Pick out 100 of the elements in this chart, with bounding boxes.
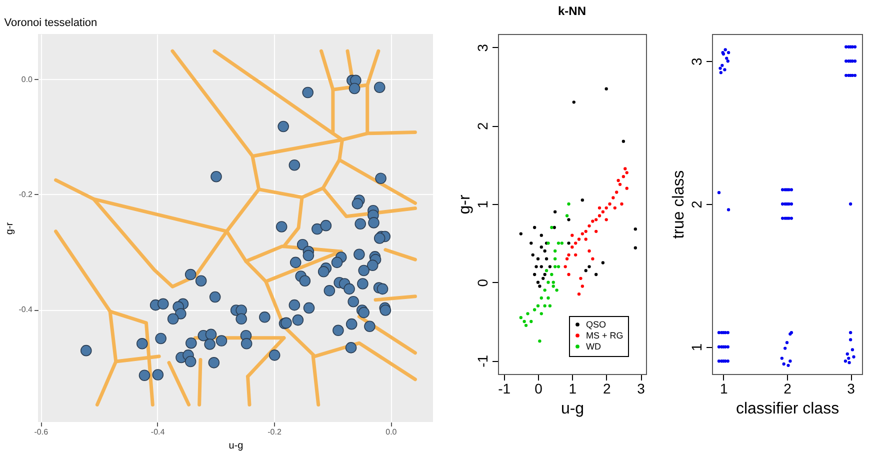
point — [604, 87, 608, 90]
point — [618, 182, 622, 186]
point — [546, 296, 550, 300]
point — [536, 280, 540, 284]
point — [577, 292, 581, 296]
point — [548, 304, 552, 308]
point — [634, 227, 637, 231]
point — [519, 316, 522, 320]
point — [608, 202, 612, 206]
y-tick-label: 0.0 — [21, 74, 34, 84]
point — [554, 257, 557, 260]
y-axis-title: g-r — [4, 222, 16, 235]
point — [567, 272, 570, 276]
x-tick-label: -0.4 — [150, 428, 166, 436]
x-tick-label: 0.0 — [386, 428, 398, 436]
legend-label: MS + RG — [586, 330, 624, 340]
point — [524, 324, 528, 328]
point — [543, 304, 546, 308]
y-axis-title: g-r — [456, 194, 474, 214]
point — [574, 253, 578, 256]
y-tick-label: 3 — [474, 44, 490, 52]
point — [588, 265, 591, 268]
point — [625, 171, 628, 174]
x-axis-title: u-g — [228, 440, 244, 451]
x-axis-title: u-g — [560, 400, 584, 418]
point — [536, 304, 540, 308]
point — [554, 265, 557, 268]
point — [530, 320, 533, 324]
y-tick-label: 0 — [474, 278, 490, 287]
point — [538, 284, 542, 288]
x-tick-label: 2 — [784, 380, 792, 396]
point — [616, 178, 620, 182]
point — [565, 214, 569, 218]
x-tick-label: 0 — [534, 380, 543, 396]
point — [594, 218, 598, 222]
y-tick-label: 2 — [474, 122, 490, 130]
point — [567, 242, 570, 245]
point — [540, 296, 543, 300]
y-tick-label: 1 — [474, 200, 490, 208]
point — [613, 206, 616, 210]
point — [531, 253, 534, 256]
point — [622, 140, 626, 143]
point — [564, 265, 567, 268]
chart-title: k-NN — [558, 4, 586, 18]
point — [567, 218, 570, 222]
point — [540, 265, 543, 268]
point — [552, 226, 556, 230]
y-tick-label: 2 — [688, 200, 704, 208]
point — [542, 276, 545, 280]
point — [554, 249, 557, 253]
point — [540, 246, 543, 249]
point — [555, 288, 558, 292]
point — [544, 257, 548, 260]
point — [522, 320, 526, 324]
point — [572, 100, 576, 104]
y-tick-label: -1 — [474, 354, 490, 368]
point — [552, 280, 555, 284]
point — [538, 340, 542, 343]
point — [622, 175, 626, 178]
x-tick-label: 3 — [637, 380, 646, 396]
point — [570, 246, 574, 249]
point — [532, 308, 536, 312]
point — [550, 272, 554, 276]
point — [580, 198, 584, 202]
point — [612, 196, 615, 200]
point — [543, 249, 546, 253]
point — [543, 272, 546, 276]
x-tick-label: 1 — [720, 380, 728, 396]
point — [540, 234, 543, 237]
y-axis-title: true class — [670, 170, 688, 239]
point — [534, 265, 538, 268]
point — [620, 202, 624, 206]
point — [536, 257, 540, 260]
point — [567, 202, 570, 206]
point — [598, 214, 602, 218]
x-tick-label: 3 — [847, 380, 856, 396]
point — [625, 186, 628, 190]
point — [556, 265, 560, 268]
point — [604, 206, 608, 210]
point — [570, 234, 574, 237]
point — [615, 190, 618, 194]
chart-title: Voronoi tesselation — [4, 17, 98, 29]
y-tick-label: 1 — [688, 343, 704, 352]
point — [554, 210, 557, 214]
point — [540, 312, 543, 316]
point — [604, 218, 608, 222]
point — [584, 238, 588, 241]
point — [580, 232, 584, 236]
point — [532, 272, 536, 276]
point — [579, 276, 582, 280]
point — [584, 230, 588, 233]
x-tick-label: -0.2 — [268, 428, 282, 436]
y-tick-label: 3 — [688, 58, 704, 66]
point — [544, 269, 548, 272]
y-tick-label: -0.4 — [18, 305, 34, 314]
point — [588, 249, 591, 253]
x-tick-label: -0.6 — [34, 428, 49, 436]
x-tick-label: -1 — [498, 380, 511, 396]
point — [598, 206, 602, 210]
point — [601, 261, 605, 264]
